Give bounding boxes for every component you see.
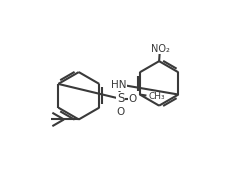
Text: S: S [117,92,124,105]
Text: CH₃: CH₃ [149,92,166,101]
Text: HN: HN [111,80,126,90]
Text: O: O [116,107,125,117]
Text: O: O [129,94,137,104]
Text: NO₂: NO₂ [151,44,170,54]
